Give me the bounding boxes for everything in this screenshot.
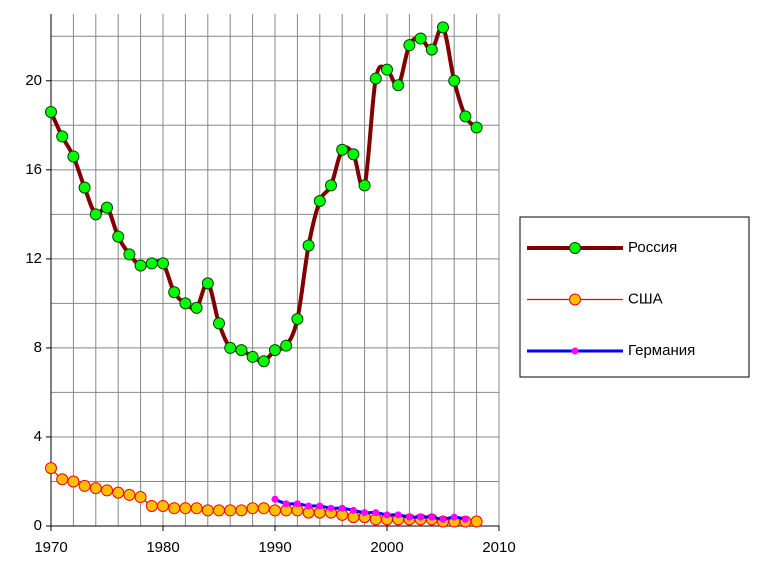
data-point xyxy=(157,257,169,270)
data-point xyxy=(349,506,357,514)
legend-marker xyxy=(569,242,581,254)
data-point xyxy=(338,504,346,512)
y-tick-label: 12 xyxy=(25,250,42,267)
legend-label: США xyxy=(628,290,663,307)
data-point xyxy=(358,179,371,192)
data-point xyxy=(459,110,472,123)
data-point xyxy=(157,499,169,512)
data-point xyxy=(269,504,281,517)
data-point xyxy=(235,344,248,357)
legend-marker xyxy=(569,293,581,306)
data-point xyxy=(224,341,237,354)
data-point xyxy=(89,208,102,221)
data-point xyxy=(45,462,57,475)
data-point xyxy=(179,502,192,515)
data-point xyxy=(414,32,427,45)
data-point xyxy=(168,286,181,299)
x-tick-label: 1970 xyxy=(34,539,67,556)
x-tick-label: 1980 xyxy=(146,539,179,556)
data-point xyxy=(448,74,461,87)
data-point xyxy=(56,130,69,143)
data-point xyxy=(246,350,259,363)
y-tick-label: 0 xyxy=(34,517,42,534)
series-line xyxy=(49,24,479,364)
legend-label: Германия xyxy=(628,342,695,359)
data-point xyxy=(450,513,458,521)
data-point xyxy=(201,277,214,290)
data-point xyxy=(179,297,192,310)
data-point xyxy=(347,148,360,161)
data-point xyxy=(271,495,279,503)
data-point xyxy=(257,502,270,515)
data-point xyxy=(425,43,438,56)
data-point xyxy=(470,515,483,528)
data-point xyxy=(134,491,147,504)
data-point xyxy=(224,504,237,517)
data-point xyxy=(293,500,301,508)
data-point xyxy=(78,181,91,194)
data-point xyxy=(201,504,214,517)
x-tick-label: 2010 xyxy=(482,539,515,556)
data-point xyxy=(291,312,304,325)
x-tick-label: 1990 xyxy=(258,539,291,556)
data-point xyxy=(145,257,158,270)
data-point xyxy=(78,479,91,492)
data-point xyxy=(325,179,337,192)
data-point xyxy=(372,509,380,517)
y-tick-label: 16 xyxy=(25,161,42,178)
data-point xyxy=(112,230,125,243)
data-point xyxy=(392,79,405,92)
data-point xyxy=(246,502,259,515)
data-point xyxy=(302,239,315,252)
data-point xyxy=(101,201,113,214)
y-tick-label: 20 xyxy=(25,72,42,89)
data-point xyxy=(213,504,225,517)
data-point xyxy=(327,504,335,512)
data-point xyxy=(67,475,80,488)
data-point xyxy=(305,502,313,510)
data-point xyxy=(112,486,125,499)
data-point xyxy=(394,511,402,519)
legend-label: Россия xyxy=(628,239,677,256)
data-point xyxy=(403,39,416,52)
data-point xyxy=(417,513,425,521)
data-point xyxy=(437,21,449,34)
y-tick-label: 8 xyxy=(34,339,42,356)
data-point xyxy=(257,355,270,368)
data-point xyxy=(280,339,293,352)
data-point xyxy=(381,63,393,76)
data-point xyxy=(269,344,281,357)
y-tick-label: 4 xyxy=(34,428,42,445)
data-point xyxy=(369,72,382,85)
data-point xyxy=(428,513,436,521)
data-point xyxy=(123,248,136,261)
data-point xyxy=(383,511,391,519)
data-point xyxy=(145,499,158,512)
data-point xyxy=(168,502,181,515)
data-point xyxy=(67,150,80,163)
data-point xyxy=(190,301,203,314)
data-point xyxy=(89,482,102,495)
data-point xyxy=(213,317,225,330)
data-point xyxy=(405,513,413,521)
data-point xyxy=(190,502,203,515)
data-point xyxy=(101,484,113,497)
data-point xyxy=(316,502,324,510)
x-tick-label: 2000 xyxy=(370,539,403,556)
data-point xyxy=(361,509,369,517)
data-point xyxy=(56,473,69,486)
data-point xyxy=(336,143,349,156)
data-point xyxy=(235,504,248,517)
data-point xyxy=(439,515,447,523)
data-point xyxy=(123,488,136,501)
legend-marker xyxy=(571,347,579,355)
data-point xyxy=(313,194,326,207)
data-point xyxy=(282,500,290,508)
data-point xyxy=(470,121,483,134)
data-point xyxy=(45,105,57,118)
data-point xyxy=(461,515,469,523)
data-point xyxy=(134,259,147,272)
